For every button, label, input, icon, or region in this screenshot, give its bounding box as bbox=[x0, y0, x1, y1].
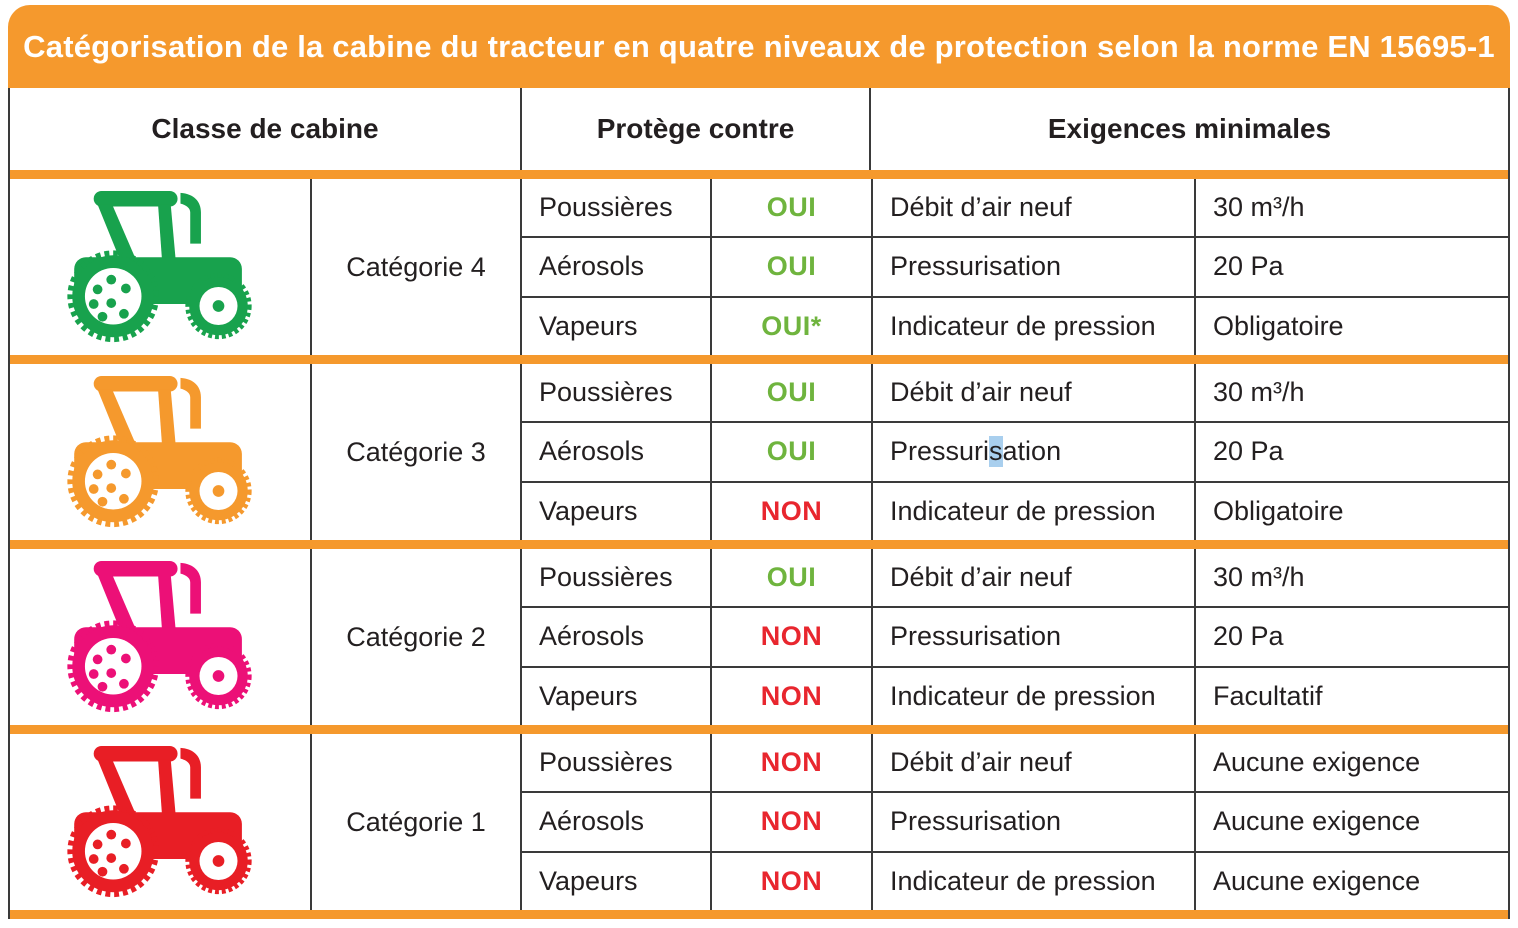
table-row: Poussières OUI Débit d’air neuf 30 m³/h bbox=[522, 179, 1508, 237]
requirement-label: Pressurisation bbox=[873, 608, 1196, 666]
requirement-value: 30 m³/h bbox=[1213, 377, 1305, 408]
table-row: Vapeurs NON Indicateur de pression Aucune e… bbox=[522, 850, 1508, 910]
protection-status: NON bbox=[712, 793, 873, 851]
tractor-icon-green bbox=[67, 190, 252, 343]
column-header-exigences-minimales: Exigences minimales bbox=[1047, 113, 1332, 144]
hazard-label: Aérosols bbox=[522, 238, 712, 296]
hazard-label: Poussières bbox=[522, 734, 712, 792]
requirement-value: Obligatoire bbox=[1213, 495, 1344, 526]
table-row: Aérosols NON Pressurisation 20 Pa bbox=[522, 606, 1508, 666]
table-row: Aérosols NON Pressurisation Aucune exigence bbox=[522, 791, 1508, 851]
table-bottom-border bbox=[10, 910, 1508, 919]
category-separator bbox=[10, 725, 1508, 734]
page-title: Catégorisation de la cabine du tracteur … bbox=[23, 28, 1495, 64]
hazard-label: Vapeurs bbox=[522, 852, 712, 910]
requirement-value: Facultatif bbox=[1213, 680, 1323, 711]
title-bar: Catégorisation de la cabine du tracteur … bbox=[8, 5, 1510, 88]
requirement-value: Aucune exigence bbox=[1213, 747, 1421, 778]
categorisation-table: Classe de cabine Protège contre Exigence… bbox=[8, 88, 1510, 919]
requirement-value: 30 m³/h bbox=[1213, 562, 1305, 593]
tractor-icon-orange bbox=[67, 375, 252, 528]
requirement-label: Pressurisation bbox=[873, 238, 1196, 296]
table-row: Vapeurs OUI* Indicateur de pression Obligat… bbox=[522, 295, 1508, 355]
table-row: Vapeurs NON Indicateur de pression Facultat… bbox=[522, 665, 1508, 725]
requirement-label: Débit d’air neuf bbox=[873, 364, 1196, 422]
requirement-label: Indicateur de pression bbox=[873, 297, 1196, 355]
hazard-label: Aérosols bbox=[522, 793, 712, 851]
protection-status: OUI bbox=[712, 423, 873, 481]
hazard-label: Aérosols bbox=[522, 423, 712, 481]
tractor-cell bbox=[10, 364, 312, 540]
hazard-label: Poussières bbox=[522, 364, 712, 422]
protection-status: NON bbox=[712, 608, 873, 666]
table-row: Poussières NON Débit d’air neuf Aucune exig… bbox=[522, 734, 1508, 792]
requirement-value: 20 Pa bbox=[1213, 251, 1284, 282]
tractor-cell bbox=[10, 549, 312, 725]
protection-status: NON bbox=[712, 852, 873, 910]
category-label: Catégorie 4 bbox=[312, 179, 522, 355]
requirement-label: Débit d’air neuf bbox=[873, 734, 1196, 792]
category-separator bbox=[10, 355, 1508, 364]
requirement-value: Aucune exigence bbox=[1213, 806, 1421, 837]
category-rows: Poussières OUI Débit d’air neuf 30 m³/h Aéro… bbox=[522, 549, 1508, 725]
protection-status: NON bbox=[712, 667, 873, 725]
table-row: Poussières OUI Débit d’air neuf 30 m³/h bbox=[522, 549, 1508, 607]
category-group: Catégorie 1 Poussières NON Débit d’air neuf… bbox=[10, 734, 1508, 910]
requirement-label: Pressurisation bbox=[873, 793, 1196, 851]
category-group: Catégorie 2 Poussières OUI Débit d’air neuf… bbox=[10, 549, 1508, 725]
hazard-label: Vapeurs bbox=[522, 482, 712, 540]
hazard-label: Aérosols bbox=[522, 608, 712, 666]
protection-status: NON bbox=[712, 482, 873, 540]
category-rows: Poussières OUI Débit d’air neuf 30 m³/h Aéro… bbox=[522, 364, 1508, 540]
infographic: Catégorisation de la cabine du tracteur … bbox=[8, 5, 1510, 919]
hazard-label: Vapeurs bbox=[522, 667, 712, 725]
category-group: Catégorie 3 Poussières OUI Débit d’air neuf… bbox=[10, 364, 1508, 540]
tractor-cell bbox=[10, 734, 312, 910]
category-rows: Poussières OUI Débit d’air neuf 30 m³/h Aéro… bbox=[522, 179, 1508, 355]
category-groups: Catégorie 4 Poussières OUI Débit d’air neuf… bbox=[10, 170, 1508, 919]
hazard-label: Poussières bbox=[522, 179, 712, 237]
protection-status: OUI bbox=[712, 179, 873, 237]
table-row: Poussières OUI Débit d’air neuf 30 m³/h bbox=[522, 364, 1508, 422]
category-rows: Poussières NON Débit d’air neuf Aucune exig… bbox=[522, 734, 1508, 910]
table-row: Vapeurs NON Indicateur de pression Obligato… bbox=[522, 480, 1508, 540]
requirement-label: Débit d’air neuf bbox=[873, 549, 1196, 607]
category-separator bbox=[10, 170, 1508, 179]
requirement-label: Débit d’air neuf bbox=[873, 179, 1196, 237]
column-header-protege-contre: Protège contre bbox=[522, 88, 871, 170]
tractor-cell bbox=[10, 179, 312, 355]
hazard-label: Vapeurs bbox=[522, 297, 712, 355]
column-header-classe-de-cabine: Classe de cabine bbox=[10, 88, 522, 170]
table-header-row: Classe de cabine Protège contre Exigence… bbox=[10, 88, 1508, 170]
requirement-value: 20 Pa bbox=[1213, 436, 1284, 467]
protection-status: OUI bbox=[712, 549, 873, 607]
tractor-icon-red bbox=[67, 745, 252, 898]
protection-status: OUI bbox=[712, 364, 873, 422]
hazard-label: Poussières bbox=[522, 549, 712, 607]
requirement-value: 30 m³/h bbox=[1213, 192, 1305, 223]
tractor-icon-pink bbox=[67, 560, 252, 713]
requirement-label: Indicateur de pression bbox=[873, 667, 1196, 725]
requirement-label: Indicateur de pression bbox=[873, 482, 1196, 540]
protection-status: OUI bbox=[712, 238, 873, 296]
protection-status: NON bbox=[712, 734, 873, 792]
protection-status: OUI* bbox=[712, 297, 873, 355]
requirement-value: Aucune exigence bbox=[1213, 865, 1421, 896]
category-label: Catégorie 1 bbox=[312, 734, 522, 910]
category-group: Catégorie 4 Poussières OUI Débit d’air neuf… bbox=[10, 179, 1508, 355]
requirement-value: 20 Pa bbox=[1213, 621, 1284, 652]
requirement-label: Indicateur de pression bbox=[873, 852, 1196, 910]
category-label: Catégorie 2 bbox=[312, 549, 522, 725]
category-separator bbox=[10, 540, 1508, 549]
category-label: Catégorie 3 bbox=[312, 364, 522, 540]
text-selection-highlight: s bbox=[989, 436, 1003, 468]
requirement-value: Obligatoire bbox=[1213, 310, 1344, 341]
